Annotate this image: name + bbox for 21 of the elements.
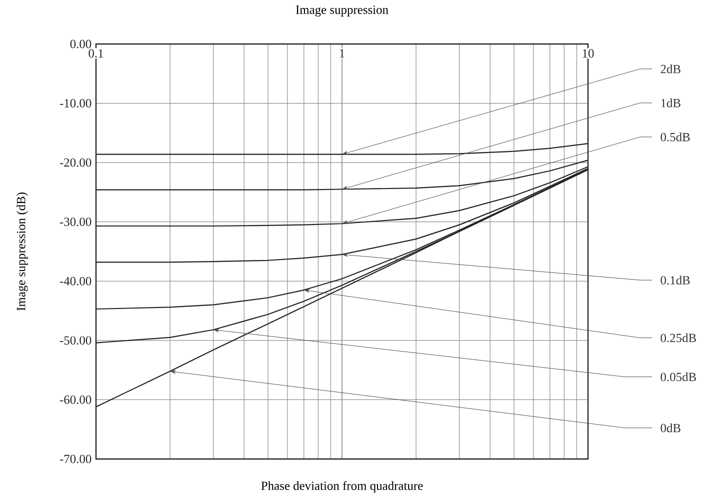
x-axis-title: Phase deviation from quadrature	[261, 481, 423, 493]
x-tick-label: 10	[582, 49, 594, 58]
y-tick-label: -30.00	[60, 218, 92, 226]
y-axis-title: Image suppression (dB)	[16, 192, 28, 311]
y-tick-label: -10.00	[60, 99, 92, 108]
text: 0dB	[660, 423, 680, 432]
y-tick-label: -60.00	[60, 395, 92, 404]
y-tick-label: 0.00	[70, 40, 92, 48]
text: 2dB	[660, 64, 680, 74]
y-tick-label: -70.00	[60, 454, 92, 464]
text: 1dB	[661, 98, 680, 108]
text: 0.25dB	[660, 333, 696, 342]
text: 0.1dB	[660, 276, 690, 285]
chart-title: Image suppression	[296, 6, 388, 17]
text: 0.5dB	[660, 132, 690, 142]
text: 0.05dB	[660, 372, 696, 382]
y-tick-label: -40.00	[60, 276, 92, 286]
x-tick-label: 1	[340, 49, 344, 58]
y-tick-label: -20.00	[60, 158, 92, 167]
x-tick-label: 0.1	[88, 49, 104, 58]
y-tick-label: -50.00	[60, 336, 92, 345]
